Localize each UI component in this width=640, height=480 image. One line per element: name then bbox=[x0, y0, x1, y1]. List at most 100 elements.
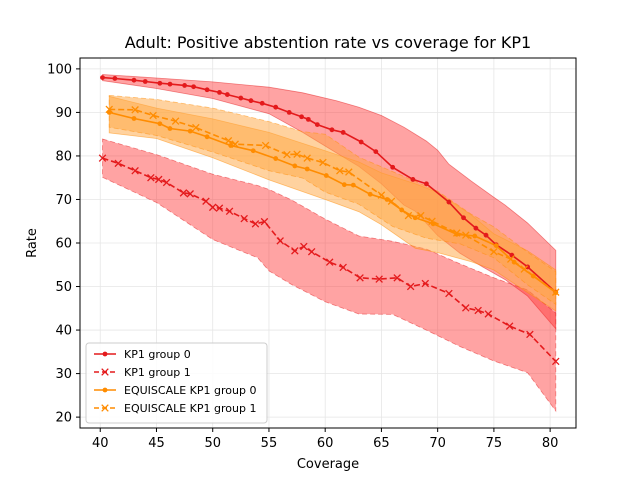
legend-marker bbox=[102, 351, 108, 357]
data-point bbox=[520, 265, 529, 273]
data-point bbox=[179, 189, 188, 197]
data-point bbox=[299, 114, 304, 120]
confidence-bands bbox=[102, 74, 557, 413]
data-point bbox=[462, 304, 470, 312]
data-point bbox=[462, 231, 470, 239]
data-point bbox=[461, 215, 466, 221]
data-point bbox=[356, 274, 364, 282]
data-point bbox=[100, 75, 105, 80]
data-point bbox=[276, 237, 284, 245]
data-point bbox=[131, 106, 139, 114]
data-point bbox=[251, 220, 260, 228]
data-point bbox=[490, 247, 498, 256]
data-point bbox=[167, 81, 173, 87]
data-point bbox=[387, 197, 396, 205]
data-point bbox=[291, 247, 299, 255]
data-point bbox=[273, 104, 279, 110]
data-point bbox=[325, 258, 334, 266]
data-point bbox=[300, 242, 308, 251]
legend-label: KP1 group 0 bbox=[124, 348, 191, 361]
data-point bbox=[367, 191, 373, 197]
data-point bbox=[182, 83, 187, 88]
data-point bbox=[474, 306, 482, 315]
x-tick-label: 40 bbox=[92, 436, 109, 451]
data-point bbox=[231, 140, 239, 148]
data-point bbox=[131, 116, 137, 121]
data-point bbox=[507, 255, 515, 263]
data-point bbox=[307, 247, 316, 256]
data-point bbox=[412, 215, 418, 221]
data-point bbox=[149, 111, 157, 120]
data-point bbox=[329, 127, 335, 133]
y-axis-title: Rate bbox=[25, 228, 40, 258]
legend-marker bbox=[101, 368, 109, 376]
data-point bbox=[305, 116, 311, 122]
data-point bbox=[240, 214, 248, 223]
data-point bbox=[428, 217, 436, 225]
legend-label: EQUISCALE KP1 group 0 bbox=[124, 384, 256, 397]
data-point bbox=[225, 207, 234, 215]
data-point bbox=[446, 199, 452, 205]
data-point bbox=[314, 122, 320, 127]
data-point bbox=[410, 177, 416, 182]
data-point bbox=[208, 203, 217, 212]
data-point bbox=[131, 166, 139, 175]
y-tick-label: 50 bbox=[55, 280, 72, 295]
data-point bbox=[186, 190, 194, 198]
x-tick-label: 75 bbox=[486, 436, 503, 451]
data-point bbox=[157, 121, 163, 127]
series-markers bbox=[98, 75, 560, 366]
data-point bbox=[157, 80, 163, 86]
data-point bbox=[283, 150, 291, 159]
data-point bbox=[417, 211, 425, 220]
x-tick-label: 45 bbox=[148, 436, 165, 451]
y-tick-label: 100 bbox=[47, 62, 72, 77]
data-point bbox=[393, 274, 401, 282]
data-point bbox=[286, 110, 292, 115]
legend-label: EQUISCALE KP1 group 1 bbox=[124, 402, 256, 415]
data-point bbox=[350, 182, 356, 188]
data-point bbox=[483, 232, 489, 238]
data-point bbox=[202, 197, 210, 205]
data-point bbox=[293, 150, 301, 158]
y-tick-label: 40 bbox=[55, 324, 72, 339]
data-point bbox=[260, 217, 269, 226]
data-point bbox=[154, 175, 163, 184]
data-point bbox=[191, 84, 196, 90]
data-point bbox=[292, 163, 298, 169]
y-tick-label: 80 bbox=[55, 149, 72, 164]
data-point bbox=[551, 357, 560, 366]
data-point bbox=[303, 154, 311, 162]
data-point bbox=[142, 79, 148, 84]
data-point bbox=[339, 263, 347, 272]
data-point bbox=[224, 136, 233, 145]
data-point bbox=[473, 225, 479, 231]
confidence-band-3 bbox=[108, 94, 557, 306]
data-point bbox=[215, 204, 224, 212]
y-tick-label: 20 bbox=[55, 411, 72, 426]
data-point bbox=[250, 148, 256, 154]
data-point bbox=[375, 275, 383, 283]
data-point bbox=[167, 126, 173, 131]
legend: KP1 group 0 KP1 group 1 EQUISCALE KP1 grou… bbox=[85, 342, 268, 424]
y-tick-label: 60 bbox=[55, 237, 72, 252]
data-point bbox=[304, 166, 310, 172]
data-point bbox=[171, 117, 180, 125]
data-point bbox=[421, 279, 430, 288]
axis-ticks: 40 45 50 55 60 65 70 75 80 20 30 40 50 60 70 80 90 100 bbox=[47, 62, 558, 451]
data-point bbox=[505, 322, 514, 330]
series-line-0 bbox=[102, 76, 557, 293]
data-point bbox=[105, 105, 114, 114]
x-tick-label: 55 bbox=[261, 436, 278, 451]
data-point bbox=[390, 164, 396, 170]
data-point bbox=[377, 191, 386, 199]
data-point bbox=[204, 134, 210, 140]
y-tick-label: 90 bbox=[55, 106, 72, 121]
data-point bbox=[261, 141, 270, 150]
data-point bbox=[112, 76, 118, 81]
data-point bbox=[445, 289, 453, 298]
legend-box bbox=[85, 342, 268, 424]
data-point bbox=[424, 181, 429, 187]
data-point bbox=[551, 288, 560, 296]
data-point bbox=[453, 229, 461, 237]
